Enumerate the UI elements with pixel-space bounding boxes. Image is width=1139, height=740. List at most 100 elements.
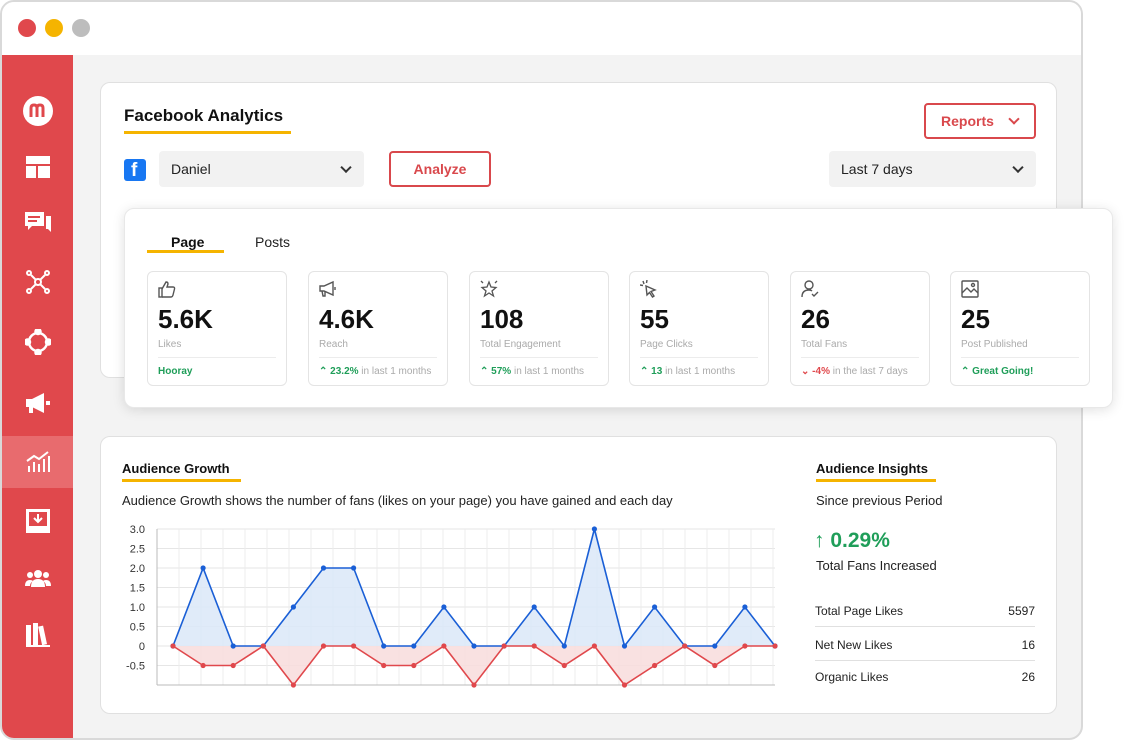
chevron-down-icon bbox=[340, 161, 352, 174]
sidebar-item-library[interactable] bbox=[2, 609, 73, 661]
data-point bbox=[742, 643, 748, 649]
account-select[interactable]: Daniel bbox=[159, 151, 364, 187]
data-point bbox=[591, 643, 597, 649]
arrow-down-icon: ⌄ bbox=[801, 366, 813, 377]
data-point bbox=[170, 643, 176, 649]
audience-growth-chart: 3.0 2.5 2.0 1.5 1.0 0.5 0 -0.5 bbox=[126, 524, 778, 688]
fans-change-label: Total Fans Increased bbox=[816, 558, 937, 573]
divider bbox=[640, 357, 758, 358]
analyze-button[interactable]: Analyze bbox=[389, 151, 491, 187]
data-point bbox=[230, 662, 236, 669]
data-point bbox=[320, 565, 327, 571]
logo-icon bbox=[22, 96, 53, 126]
stat-card-reach: 4.6K Reach ⌃ 23.2% in last 1 months bbox=[308, 271, 448, 386]
data-point bbox=[381, 662, 387, 669]
title-underline bbox=[122, 479, 241, 482]
user-check-icon bbox=[801, 280, 819, 298]
stat-footer: ⌃ 23.2% in last 1 months bbox=[319, 366, 431, 377]
stat-label: Post Published bbox=[961, 339, 1028, 350]
data-point bbox=[381, 643, 387, 649]
data-point bbox=[320, 643, 327, 649]
insight-row-value: 16 bbox=[1021, 638, 1035, 652]
data-point bbox=[441, 604, 447, 610]
reports-label: Reports bbox=[941, 113, 994, 129]
data-point bbox=[561, 643, 567, 649]
audience-growth-description: Audience Growth shows the number of fans… bbox=[122, 493, 673, 508]
stat-value: 55 bbox=[640, 304, 669, 334]
sidebar-item-downloads[interactable] bbox=[2, 495, 73, 547]
data-point bbox=[290, 604, 296, 610]
y-tick-label: 3.0 bbox=[130, 524, 145, 536]
sidebar-item-home[interactable] bbox=[2, 85, 73, 137]
cursor-click-icon bbox=[640, 280, 657, 298]
close-window-button[interactable] bbox=[18, 19, 36, 37]
sidebar-item-inbox[interactable] bbox=[2, 197, 73, 249]
stat-card-page-clicks: 55 Page Clicks ⌃ 13 in last 1 months bbox=[629, 271, 769, 386]
stat-card-total-fans: 26 Total Fans ⌄ -4% in the last 7 days bbox=[790, 271, 930, 386]
data-point bbox=[561, 662, 567, 669]
insight-row-label: Organic Likes bbox=[815, 670, 889, 684]
date-range-value: Last 7 days bbox=[841, 161, 913, 177]
minimize-window-button[interactable] bbox=[45, 19, 63, 37]
date-range-select[interactable]: Last 7 days bbox=[829, 151, 1036, 187]
title-underline bbox=[816, 479, 936, 482]
y-tick-label: 2.5 bbox=[130, 544, 145, 556]
stat-footer: ⌃ Great Going! bbox=[961, 366, 1033, 377]
insight-row-total-page-likes: Total Page Likes 5597 bbox=[815, 593, 1035, 627]
insights-period: Since previous Period bbox=[816, 493, 943, 508]
insight-row-value: 5597 bbox=[1008, 604, 1035, 618]
maximize-window-button[interactable] bbox=[72, 19, 90, 37]
audience-insights-title: Audience Insights bbox=[816, 461, 928, 476]
library-icon bbox=[25, 623, 50, 647]
data-point bbox=[471, 643, 477, 649]
divider bbox=[961, 357, 1079, 358]
stat-trend-period: in the last 7 days bbox=[829, 366, 908, 377]
data-point bbox=[712, 662, 718, 669]
sidebar-item-support[interactable] bbox=[2, 316, 73, 368]
stat-value: 5.6K bbox=[158, 304, 213, 334]
sidebar-item-campaigns[interactable] bbox=[2, 377, 73, 429]
stat-label: Reach bbox=[319, 339, 348, 350]
y-tick-label: 1.5 bbox=[130, 583, 145, 595]
data-point bbox=[712, 643, 718, 649]
team-icon bbox=[24, 570, 51, 587]
active-tab-indicator bbox=[147, 250, 224, 253]
data-point bbox=[260, 643, 266, 649]
sidebar-item-network[interactable] bbox=[2, 256, 73, 308]
data-point bbox=[411, 662, 417, 669]
thumbs-up-icon bbox=[158, 281, 176, 298]
data-point bbox=[621, 643, 628, 649]
data-point bbox=[652, 604, 658, 610]
stat-trend-value: 57% bbox=[491, 366, 512, 377]
data-point bbox=[290, 682, 296, 688]
data-point bbox=[742, 604, 748, 610]
insight-row-label: Total Page Likes bbox=[815, 604, 904, 618]
image-icon bbox=[961, 280, 979, 298]
reports-dropdown[interactable]: Reports bbox=[924, 103, 1036, 139]
megaphone-icon bbox=[25, 393, 50, 413]
title-underline bbox=[124, 131, 291, 134]
stat-label: Total Fans bbox=[801, 339, 848, 350]
data-point bbox=[200, 565, 206, 571]
stat-trend-value: 13 bbox=[651, 366, 663, 377]
data-point bbox=[682, 643, 688, 649]
sidebar-item-analytics[interactable] bbox=[2, 436, 73, 488]
stat-trend-value: -4% bbox=[812, 366, 830, 377]
account-select-value: Daniel bbox=[171, 161, 211, 177]
stat-trend-value: 23.2% bbox=[330, 366, 359, 377]
stat-card-likes: 5.6K Likes Hooray bbox=[147, 271, 287, 386]
sidebar-item-dashboard[interactable] bbox=[2, 141, 73, 193]
chevron-down-icon bbox=[1012, 161, 1024, 174]
analyze-label: Analyze bbox=[413, 161, 467, 177]
tab-page[interactable]: Page bbox=[171, 234, 205, 250]
sidebar-item-team[interactable] bbox=[2, 552, 73, 604]
data-point bbox=[531, 643, 537, 649]
tab-posts[interactable]: Posts bbox=[255, 234, 291, 250]
stat-label: Total Engagement bbox=[480, 339, 561, 350]
network-icon bbox=[25, 270, 50, 294]
page-title: Facebook Analytics bbox=[124, 106, 284, 125]
fans-change-value: ↑ 0.29% bbox=[814, 529, 890, 552]
stat-value: 4.6K bbox=[319, 304, 374, 334]
stat-value: 25 bbox=[961, 304, 990, 334]
series-area bbox=[173, 529, 775, 646]
